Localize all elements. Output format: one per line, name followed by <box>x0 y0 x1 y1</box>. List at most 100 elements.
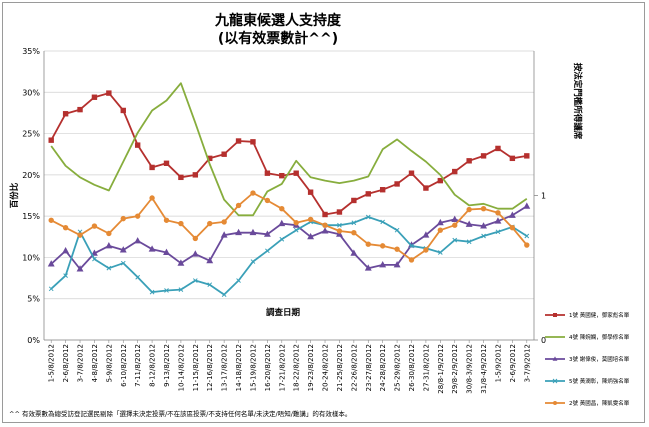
data-point <box>466 206 472 213</box>
data-point <box>436 218 444 226</box>
series-5 <box>48 190 530 263</box>
series-line <box>50 192 528 261</box>
data-point <box>494 217 502 224</box>
data-point <box>508 211 516 218</box>
data-point <box>278 219 286 227</box>
x-tick-label: 8-12/8/2012 <box>149 344 157 387</box>
data-point <box>379 261 387 268</box>
data-point <box>364 264 372 271</box>
data-point <box>481 233 486 239</box>
data-point <box>192 235 199 242</box>
legend-entry-1: 1號 黃國健，鄧家彪名單 <box>545 311 630 319</box>
x-tick-label: 3-7/9/2012 <box>523 344 531 382</box>
data-point <box>106 230 112 237</box>
legend-entry-2: 4號 陳婉嫻，鄧學修名單 <box>545 333 630 341</box>
y-tick-label: 5% <box>27 295 40 304</box>
series-line <box>50 82 528 217</box>
data-point <box>91 249 98 256</box>
x-tick-label: 24-28/8/2012 <box>379 344 387 391</box>
data-point <box>437 227 444 233</box>
data-point <box>48 286 54 292</box>
data-point <box>164 288 169 293</box>
data-point <box>351 229 357 236</box>
data-point <box>207 282 213 288</box>
data-point <box>105 242 113 249</box>
data-point <box>423 247 429 253</box>
data-point <box>48 217 54 223</box>
data-point <box>293 220 299 226</box>
chart-subtitle: (以有效票數計^^) <box>218 30 338 47</box>
data-point <box>91 94 98 100</box>
legend-marker <box>552 356 558 361</box>
data-point <box>337 222 342 228</box>
data-point <box>235 228 242 236</box>
y-tick-label: 10% <box>22 253 40 262</box>
x-tick-label: 29/8-2/9/2012 <box>451 344 459 394</box>
chart-frame: 九龍東候選人支持度 (以有效票數計^^) 0% 5% 10% 15% 20% 25% 30%… <box>2 2 645 423</box>
legend-entry-5: 2號 黃國昌，陳凱雯名單 <box>545 399 630 407</box>
data-point <box>437 177 444 184</box>
legend-entry-4: 5號 黃潤彰，陳炳強名單 <box>545 377 630 385</box>
data-point <box>495 229 501 235</box>
data-point <box>77 232 83 238</box>
data-point <box>394 181 400 187</box>
data-point <box>393 261 401 268</box>
data-point <box>350 249 358 256</box>
data-point <box>495 210 501 216</box>
x-tick-label: 11-15/8/2012 <box>192 344 200 391</box>
x-tick-label: 30/8-3/9/2012 <box>466 344 474 394</box>
y-tick-label: 35% <box>22 47 40 56</box>
data-point <box>321 227 329 234</box>
legend-label: 4號 陳婉嫻，鄧學修名單 <box>569 333 630 341</box>
legend-marker <box>553 401 557 405</box>
y-axis-ticks: 0% 5% 10% 15% 20% 25% 30% 35% <box>22 47 40 345</box>
data-point <box>77 106 83 113</box>
x-tick-label: 1-5/8/2012 <box>48 344 56 382</box>
data-point <box>293 227 299 233</box>
data-point <box>480 206 487 212</box>
x-tick-label: 19-23/8/2012 <box>307 344 315 391</box>
data-point <box>365 241 371 247</box>
series-2 <box>50 82 528 217</box>
data-point <box>47 260 55 267</box>
data-point <box>279 206 285 212</box>
data-point <box>379 243 386 249</box>
data-point <box>106 90 112 96</box>
data-point <box>149 289 155 295</box>
data-point <box>307 232 315 240</box>
legend-label: 2號 黃國昌，陳凱雯名單 <box>569 399 630 407</box>
y-tick-label: 25% <box>22 130 40 139</box>
data-point <box>322 222 328 228</box>
data-point <box>465 220 473 227</box>
legend-marker <box>553 313 557 317</box>
data-point <box>62 225 69 231</box>
data-point <box>192 172 199 178</box>
x-tick-label: 4-8/8/2012 <box>91 344 99 382</box>
data-point <box>466 239 472 245</box>
data-point <box>221 219 227 225</box>
series-1 <box>48 90 530 218</box>
x-tick-label: 17-21/8/2012 <box>278 344 286 391</box>
chart-title: 九龍東候選人支持度 <box>214 12 342 29</box>
legend-entry-3: 3號 謝偉俊，莫國培名單 <box>545 355 630 363</box>
data-point <box>163 248 170 255</box>
data-point <box>250 259 256 264</box>
data-point <box>178 220 184 227</box>
data-point <box>408 170 415 176</box>
data-point <box>466 158 472 164</box>
y-tick-label: 0% <box>27 336 40 345</box>
data-point <box>379 187 386 193</box>
legend-label: 5號 黃潤彰，陳炳強名單 <box>569 377 630 385</box>
series-4 <box>48 214 530 297</box>
y2-tick-label: 1 <box>541 192 546 201</box>
data-point <box>48 137 54 143</box>
data-point <box>163 160 170 166</box>
data-point <box>62 246 70 254</box>
data-point <box>408 257 415 263</box>
data-point <box>452 237 458 243</box>
gridlines <box>43 50 535 341</box>
x-tick-label: 12-16/8/2012 <box>206 344 214 391</box>
data-point <box>235 138 242 144</box>
data-point <box>178 287 184 292</box>
x-tick-label: 15-19/8/2012 <box>249 344 257 391</box>
